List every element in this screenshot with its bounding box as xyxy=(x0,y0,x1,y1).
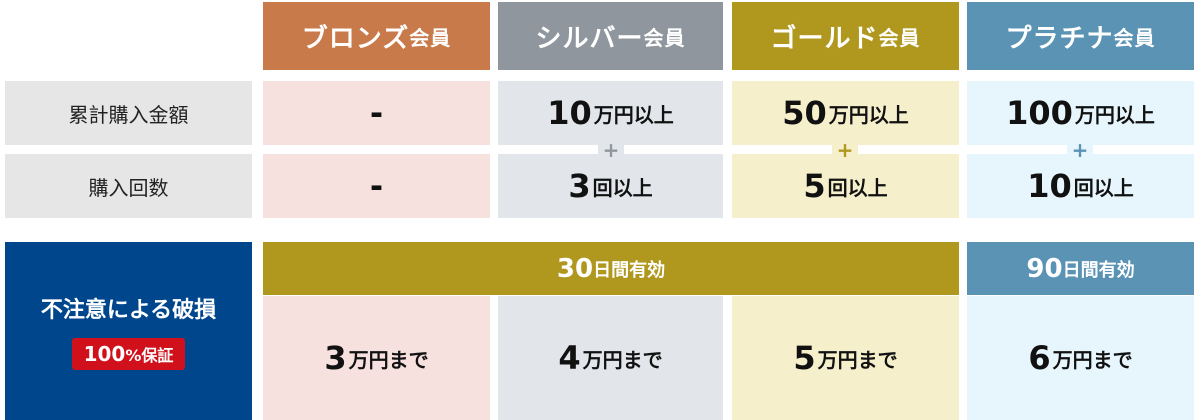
tier-header-gold: ゴールド 会員 xyxy=(732,2,959,70)
tier-header-bronze: ブロンズ 会員 xyxy=(263,2,490,70)
bronze-amount: - xyxy=(263,81,490,145)
validity-band-30: 30 日間有効 xyxy=(263,242,959,295)
plus-icon: + xyxy=(1067,138,1093,162)
plus-icon: + xyxy=(598,138,624,162)
validity-band-90: 90 日間有効 xyxy=(967,242,1194,295)
row-label-amount: 累計購入金額 xyxy=(5,81,252,145)
silver-count: 3 回以上 xyxy=(498,154,723,218)
gold-count: 5 回以上 xyxy=(732,154,959,218)
gold-amount: 50 万円以上 xyxy=(732,81,959,145)
guarantee-badge: 100%保証 xyxy=(71,338,186,370)
bronze-count: - xyxy=(263,154,490,218)
silver-amount: 10 万円以上 xyxy=(498,81,723,145)
tier-header-platinum: プラチナ 会員 xyxy=(967,2,1194,70)
platinum-limit: 6 万円まで xyxy=(967,296,1194,420)
row-label-count: 購入回数 xyxy=(5,154,252,218)
silver-limit: 4 万円まで xyxy=(498,296,723,420)
guarantee-title: 不注意による破損 xyxy=(40,298,217,323)
platinum-amount: 100 万円以上 xyxy=(967,81,1194,145)
platinum-count: 10 回以上 xyxy=(967,154,1194,218)
plus-icon: + xyxy=(832,138,858,162)
guarantee-panel: 不注意による破損 100%保証 xyxy=(5,242,252,420)
tier-header-silver: シルバー 会員 xyxy=(498,2,723,70)
bronze-limit: 3 万円まで xyxy=(263,296,490,420)
gold-limit: 5 万円まで xyxy=(732,296,959,420)
